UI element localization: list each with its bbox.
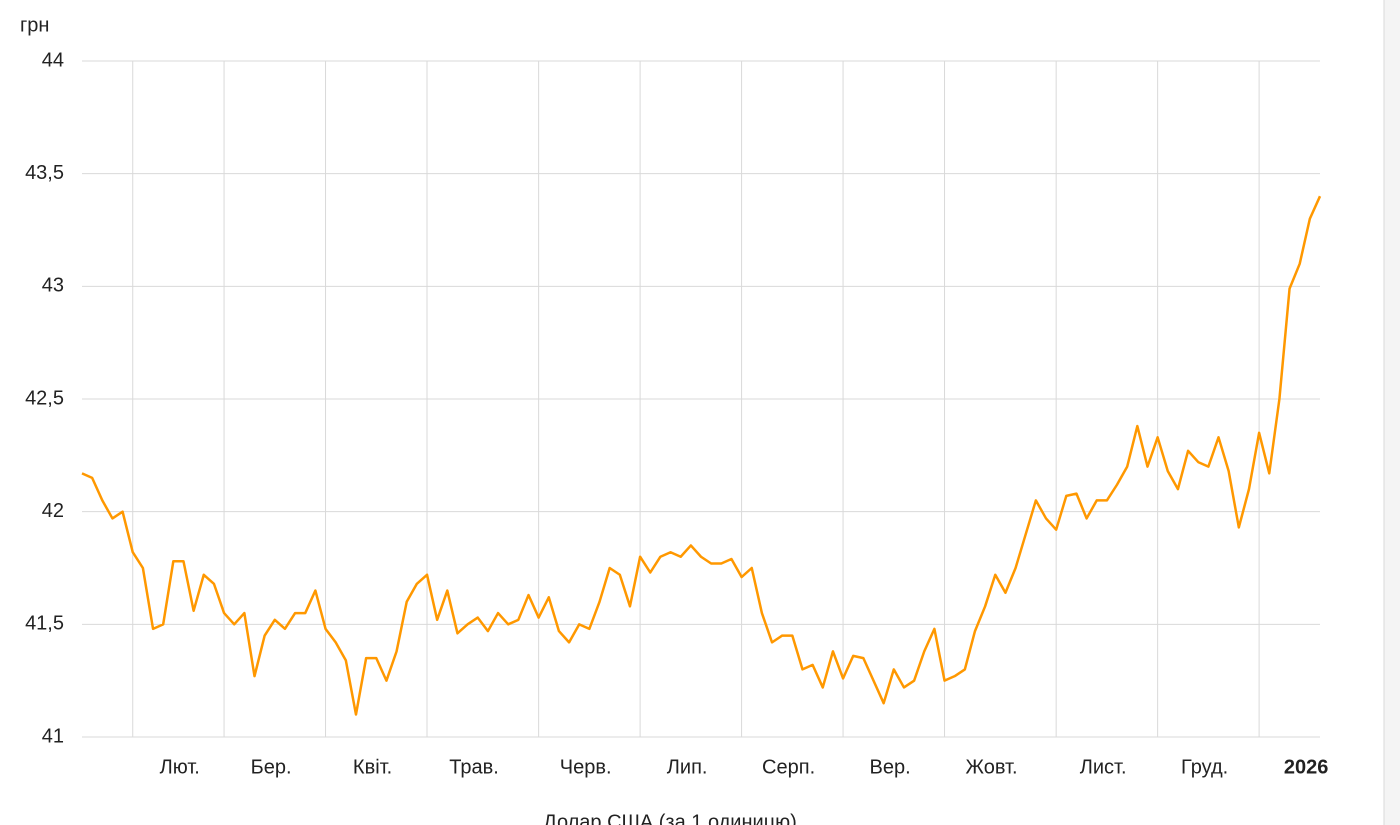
y-unit: грн xyxy=(20,14,49,36)
x-tick-label: Бер. xyxy=(251,756,292,778)
line xyxy=(81,195,1322,716)
y-tick-label: 43,5 xyxy=(25,162,64,184)
x-tick-label: Лист. xyxy=(1080,756,1127,778)
y-tick-label: 42,5 xyxy=(25,387,64,409)
x-axis-title: Долар США (за 1 одиницю) xyxy=(543,811,797,825)
x-tick-label: Лип. xyxy=(667,756,708,778)
x-tick-label: Квіт. xyxy=(353,756,392,778)
y-tick-label: 43 xyxy=(42,275,64,297)
x-tick-label: Лют. xyxy=(160,756,200,778)
x-tick-label: Груд. xyxy=(1181,756,1228,778)
x-tick-label: Черв. xyxy=(560,756,612,778)
y-tick-label: 41,5 xyxy=(25,613,64,635)
x-tick-label: Трав. xyxy=(449,756,499,778)
x-tick-label: Жовт. xyxy=(966,756,1018,778)
x-tick-label: Вер. xyxy=(869,756,910,778)
x-tick-label: 2026 xyxy=(1284,756,1329,778)
y-tick-label: 41 xyxy=(42,725,64,747)
x-tick-label: Серп. xyxy=(762,756,815,778)
scrollbar xyxy=(1384,0,1400,825)
y-tick-label: 44 xyxy=(42,49,64,71)
y-tick-label: 42 xyxy=(42,500,64,522)
